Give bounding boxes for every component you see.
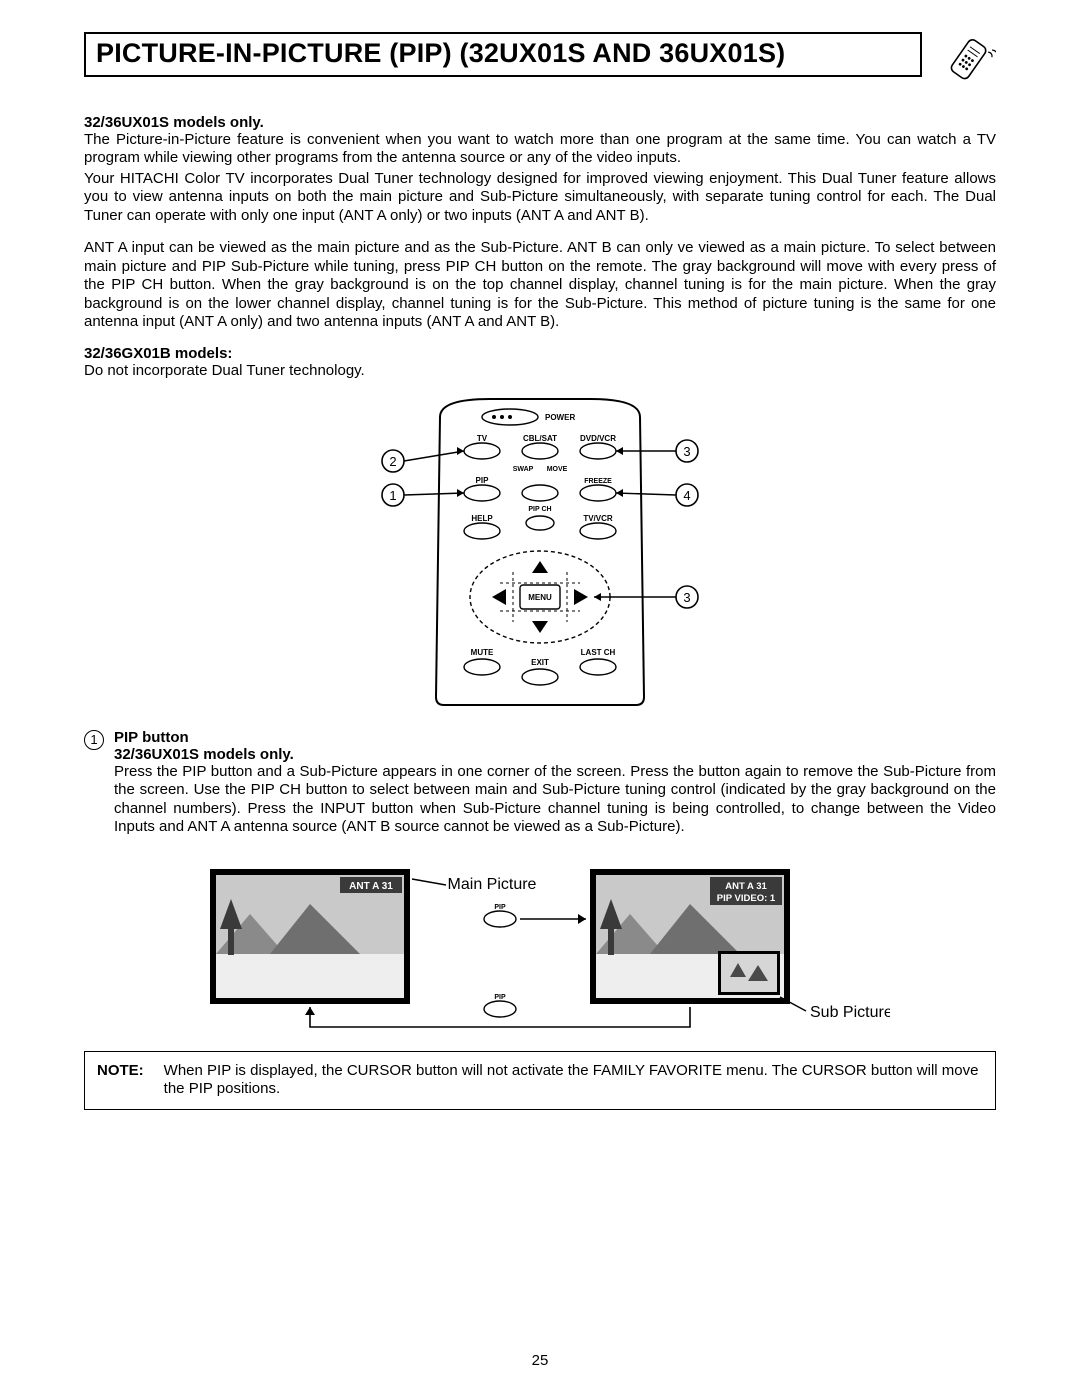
- svg-text:FREEZE: FREEZE: [584, 478, 612, 485]
- svg-text:PIP CH: PIP CH: [528, 506, 551, 513]
- svg-text:2: 2: [389, 454, 396, 469]
- svg-text:HELP: HELP: [471, 514, 493, 523]
- svg-text:MUTE: MUTE: [471, 648, 494, 657]
- svg-text:3: 3: [683, 590, 690, 605]
- svg-text:LAST CH: LAST CH: [581, 648, 616, 657]
- tv-left: ANT A 31: [210, 869, 410, 1004]
- svg-text:MENU: MENU: [528, 593, 552, 602]
- page-number: 25: [0, 1352, 1080, 1369]
- svg-text:PIP: PIP: [476, 476, 490, 485]
- svg-text:PIP: PIP: [494, 994, 506, 1001]
- svg-text:Sub Picture: Sub Picture: [810, 1004, 890, 1021]
- svg-text:4: 4: [683, 488, 690, 503]
- svg-text:DVD/VCR: DVD/VCR: [580, 434, 616, 443]
- svg-text:TV/VCR: TV/VCR: [583, 514, 613, 523]
- section2-heading: 32/36GX01B models:: [84, 345, 996, 362]
- header-row: PICTURE-IN-PICTURE (PIP) (32UX01S AND 36…: [84, 32, 996, 88]
- callout-1: 1 PIP button 32/36UX01S models only. Pre…: [84, 729, 996, 841]
- label-power: POWER: [545, 413, 575, 422]
- tv-right: ANT A 31 PIP VIDEO: 1: [590, 869, 790, 1004]
- svg-text:Main Picture: Main Picture: [448, 876, 537, 893]
- svg-text:SWAP: SWAP: [513, 466, 534, 473]
- section1-p2: Your HITACHI Color TV incorporates Dual …: [84, 170, 996, 225]
- svg-text:CBL/SAT: CBL/SAT: [523, 434, 557, 443]
- page-title: PICTURE-IN-PICTURE (PIP) (32UX01S AND 36…: [96, 38, 910, 69]
- svg-text:PIP VIDEO: 1: PIP VIDEO: 1: [717, 893, 776, 904]
- note-label: NOTE:: [97, 1062, 144, 1100]
- remote-hand-icon: [940, 32, 996, 88]
- svg-text:ANT A 31: ANT A 31: [725, 881, 767, 892]
- callout1-body: Press the PIP button and a Sub-Picture a…: [114, 763, 996, 837]
- remote-diagram: POWER TV CBL/SAT DVD/VCR SWAP MOVE PIP F…: [84, 397, 996, 707]
- title-box: PICTURE-IN-PICTURE (PIP) (32UX01S AND 36…: [84, 32, 922, 77]
- svg-text:ANT A 31: ANT A 31: [349, 881, 393, 892]
- svg-text:1: 1: [389, 488, 396, 503]
- note-box: NOTE: When PIP is displayed, the CURSOR …: [84, 1051, 996, 1111]
- callout1-subtitle: 32/36UX01S models only.: [114, 746, 996, 763]
- svg-text:MOVE: MOVE: [547, 466, 568, 473]
- svg-text:TV: TV: [477, 434, 488, 443]
- svg-text:3: 3: [683, 444, 690, 459]
- svg-text:EXIT: EXIT: [531, 658, 549, 667]
- tv-diagram: ANT A 31 ANT A 31 PIP VIDEO: 1: [84, 859, 996, 1039]
- svg-text:PIP: PIP: [494, 904, 506, 911]
- callout-number-1: 1: [84, 730, 104, 750]
- section2-p1: Do not incorporate Dual Tuner technology…: [84, 362, 996, 380]
- callout1-title: PIP button: [114, 729, 996, 746]
- callout-list: 1 PIP button 32/36UX01S models only. Pre…: [84, 729, 996, 841]
- section1-heading: 32/36UX01S models only.: [84, 114, 996, 131]
- section1-p3: ANT A input can be viewed as the main pi…: [84, 239, 996, 331]
- note-text: When PIP is displayed, the CURSOR button…: [164, 1062, 983, 1100]
- section1-p1: The Picture-in-Picture feature is conven…: [84, 131, 996, 168]
